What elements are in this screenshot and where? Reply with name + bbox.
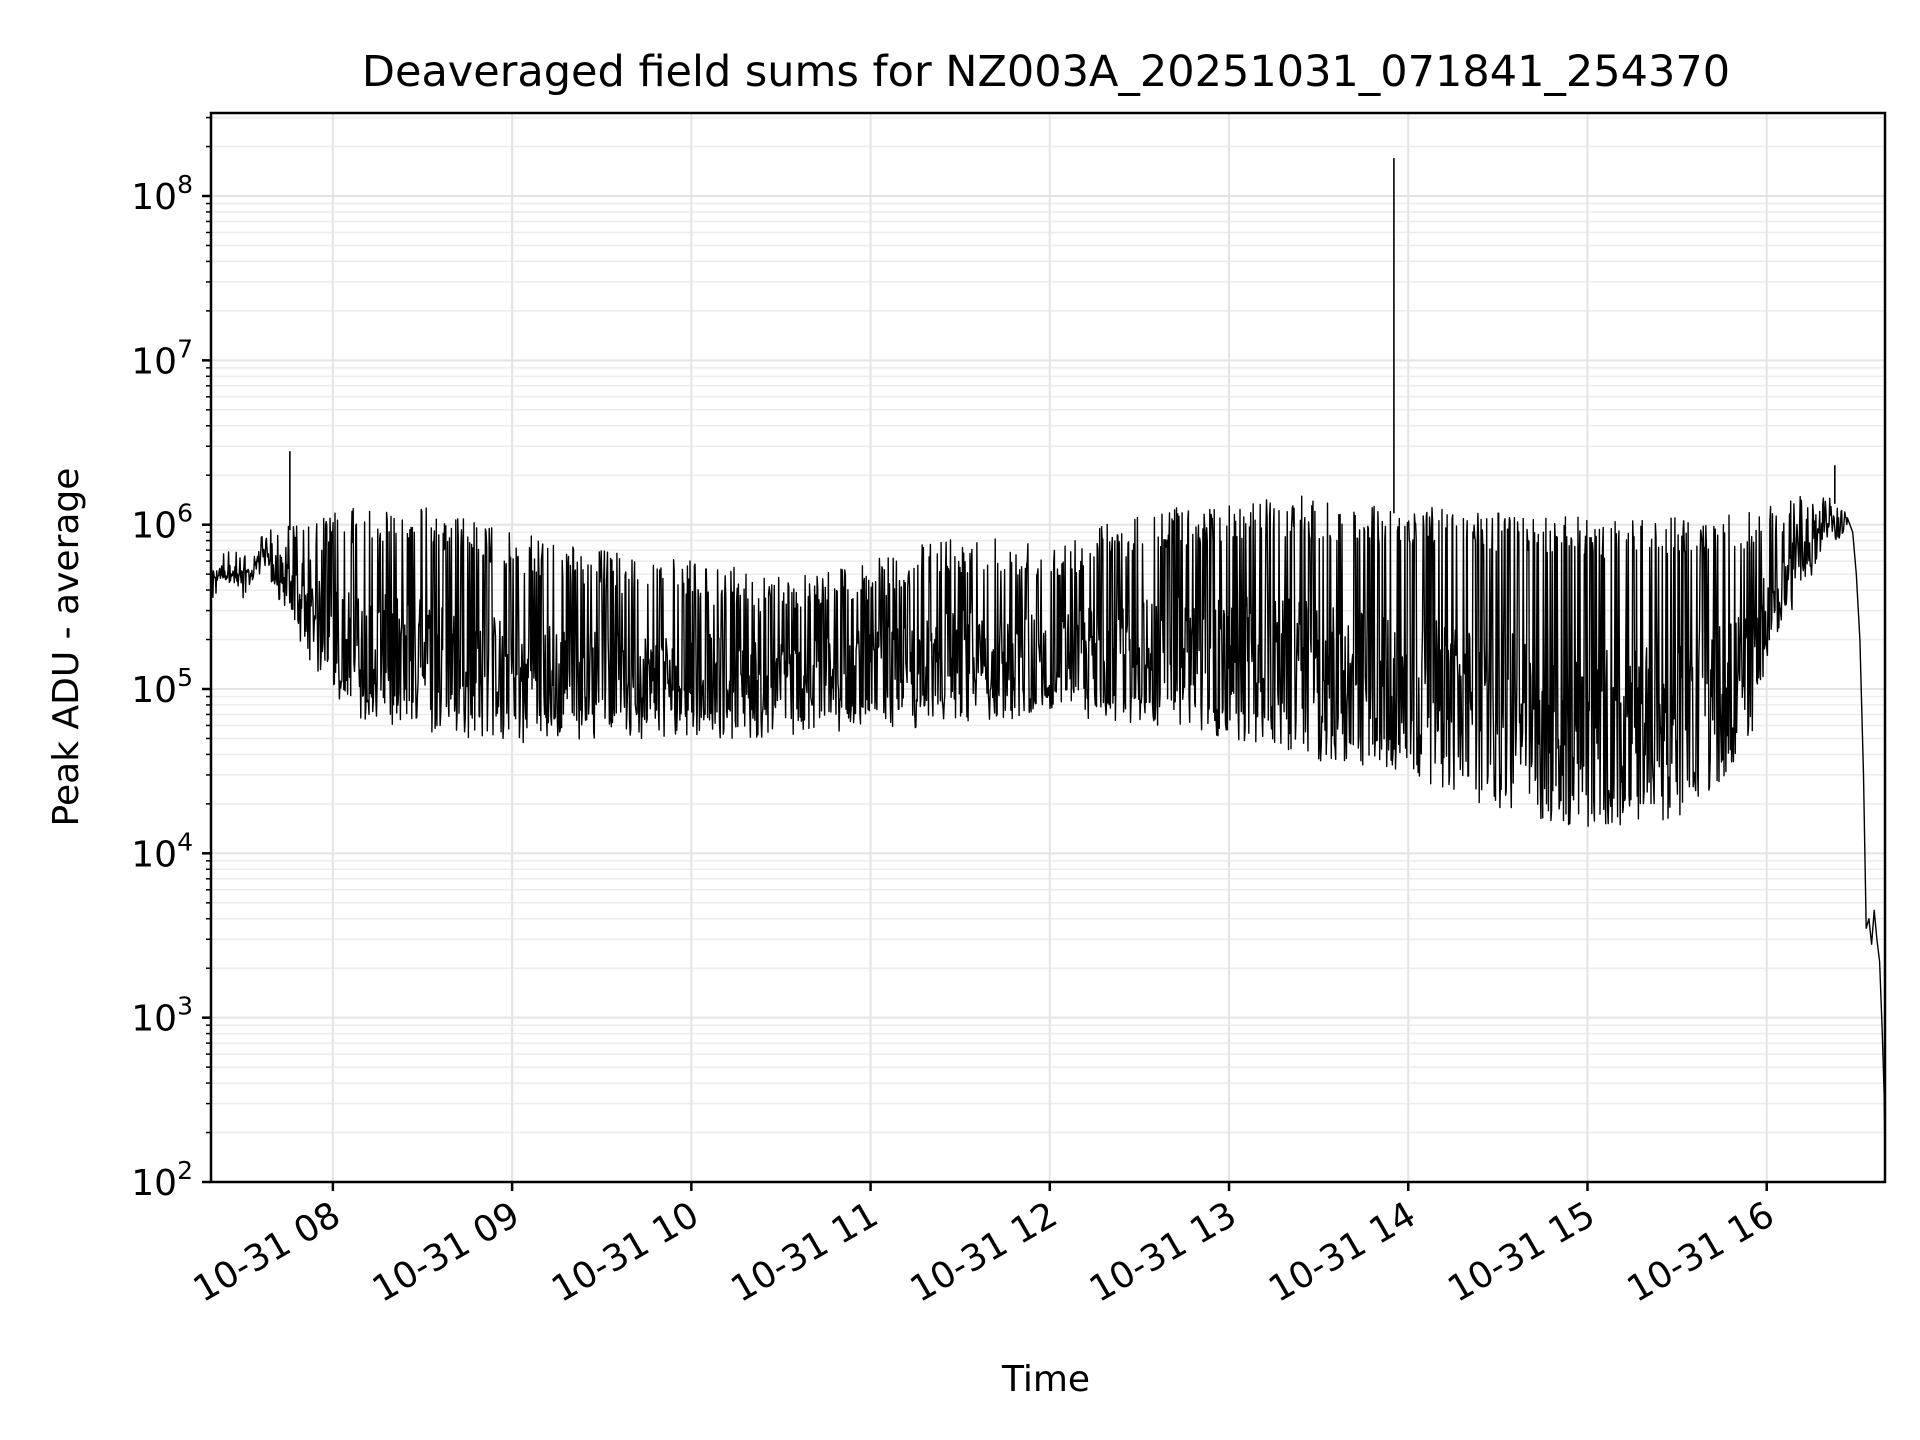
x-tick-label: 10-31 10 <box>545 1194 706 1310</box>
x-tick-label: 10-31 16 <box>1621 1194 1782 1310</box>
chart-title: Deaveraged field sums for NZ003A_2025103… <box>362 47 1730 97</box>
x-tick-label: 10-31 11 <box>724 1194 885 1310</box>
plot-frame <box>209 111 1887 1184</box>
x-tick-label: 10-31 08 <box>187 1194 348 1310</box>
x-axis-label: Time <box>1001 1359 1090 1400</box>
x-tick-label: 10-31 15 <box>1441 1194 1602 1310</box>
y-tick-label: 102 <box>131 1156 193 1204</box>
x-tick-label: 10-31 09 <box>366 1194 527 1310</box>
x-tick-label: 10-31 13 <box>1083 1194 1244 1310</box>
x-tick-label: 10-31 14 <box>1262 1194 1423 1310</box>
y-tick-label: 108 <box>131 170 193 218</box>
y-tick-label: 104 <box>131 827 193 875</box>
y-tick-label: 103 <box>131 992 193 1040</box>
y-tick-label: 105 <box>131 663 193 711</box>
y-tick-label: 106 <box>131 499 193 547</box>
y-axis-label: Peak ADU - average <box>46 468 87 827</box>
x-tick-label: 10-31 12 <box>904 1194 1065 1310</box>
series-layer <box>210 158 1886 1154</box>
series-line <box>210 495 1886 1154</box>
y-tick-label: 107 <box>131 334 193 382</box>
